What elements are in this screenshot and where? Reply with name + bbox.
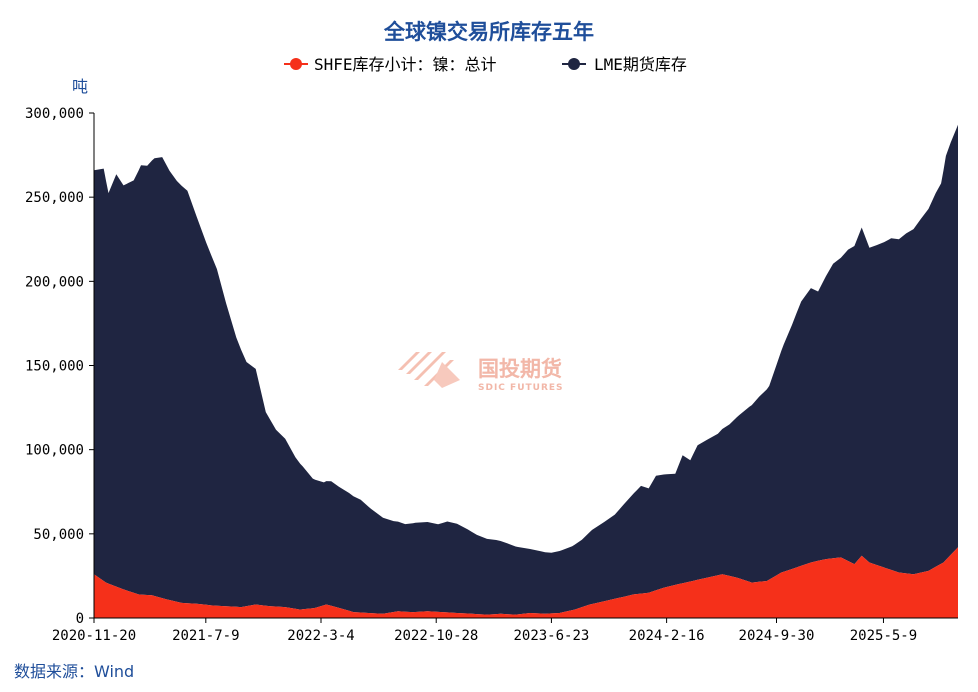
x-tick-label: 2024-9-30 bbox=[739, 628, 815, 644]
x-tick-label: 2020-11-20 bbox=[52, 628, 136, 644]
shfe-area bbox=[94, 547, 958, 618]
lme-area bbox=[94, 124, 958, 615]
legend-item-lme[interactable]: LME期货库存 bbox=[562, 55, 687, 74]
x-tick-label: 2024-2-16 bbox=[629, 628, 705, 644]
watermark-subtext: SDIC FUTURES bbox=[478, 383, 564, 393]
legend-marker-lme bbox=[568, 58, 580, 70]
watermark-logo-icon bbox=[398, 352, 460, 388]
y-axis-unit: 吨 bbox=[72, 77, 88, 96]
y-tick-label: 50,000 bbox=[33, 527, 84, 543]
legend-marker-shfe bbox=[290, 58, 302, 70]
legend-item-shfe[interactable]: SHFE库存小计：镍：总计 bbox=[284, 55, 497, 74]
plot-area bbox=[94, 124, 958, 618]
x-ticks: 2020-11-20 2021-7-9 2022-3-4 2022-10-28 2023… bbox=[52, 618, 917, 644]
y-tick-label: 300,000 bbox=[25, 106, 84, 122]
x-tick-label: 2025-5-9 bbox=[850, 628, 917, 644]
chart-title: 全球镍交易所库存五年 bbox=[383, 20, 594, 44]
legend-label-shfe: SHFE库存小计：镍：总计 bbox=[314, 55, 497, 74]
y-tick-label: 250,000 bbox=[25, 190, 84, 206]
watermark-text: 国投期货 bbox=[478, 357, 562, 381]
watermark: 国投期货 SDIC FUTURES bbox=[398, 352, 564, 393]
y-tick-label: 150,000 bbox=[25, 359, 84, 375]
x-tick-label: 2022-3-4 bbox=[287, 628, 354, 644]
legend: SHFE库存小计：镍：总计 LME期货库存 bbox=[284, 55, 687, 74]
x-tick-label: 2023-6-23 bbox=[513, 628, 589, 644]
y-tick-label: 100,000 bbox=[25, 443, 84, 459]
source-note: 数据来源：Wind bbox=[14, 662, 134, 681]
legend-label-lme: LME期货库存 bbox=[594, 55, 687, 74]
x-tick-label: 2021-7-9 bbox=[172, 628, 239, 644]
x-tick-label: 2022-10-28 bbox=[394, 628, 478, 644]
y-tick-label: 200,000 bbox=[25, 274, 84, 290]
y-ticks: 0 50,000 100,000 150,000 200,000 250,000 300,0… bbox=[25, 106, 94, 627]
y-tick-label: 0 bbox=[76, 611, 84, 627]
